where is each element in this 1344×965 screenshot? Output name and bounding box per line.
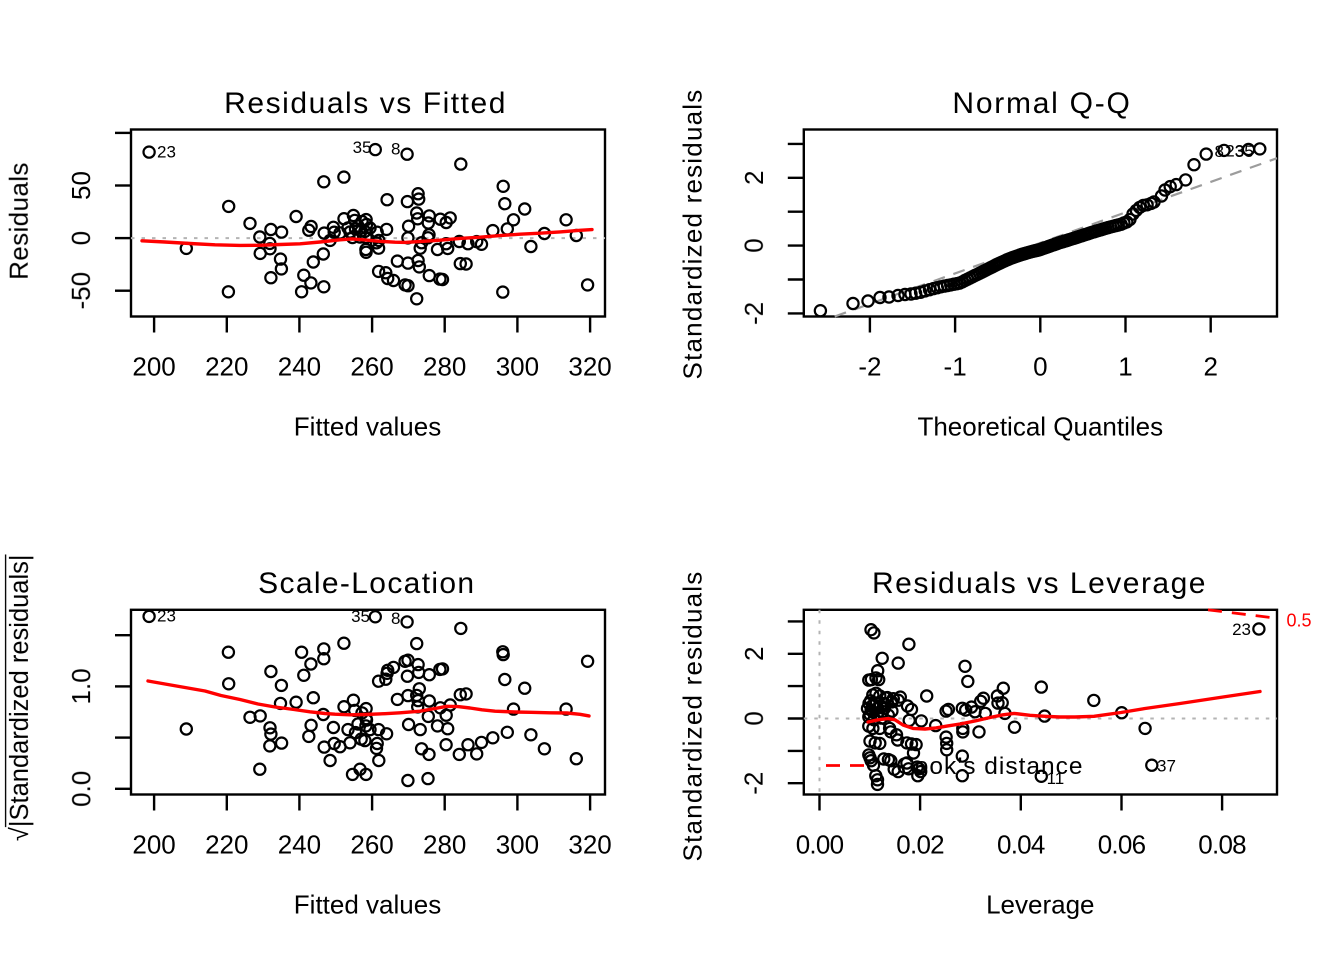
svg-text:Theoretical Quantiles: Theoretical Quantiles [917,412,1163,442]
svg-text:300: 300 [496,351,539,381]
svg-text:Normal Q-Q: Normal Q-Q [952,87,1131,120]
svg-text:8: 8 [1215,142,1224,161]
svg-text:8: 8 [391,609,400,628]
svg-text:50: 50 [66,171,96,200]
svg-text:23: 23 [1225,142,1244,161]
svg-text:Fitted values: Fitted values [294,412,441,442]
svg-text:23: 23 [1232,620,1251,639]
svg-text:320: 320 [568,351,611,381]
svg-text:1: 1 [1118,351,1132,381]
svg-text:Standardized residuals: Standardized residuals [678,571,708,862]
svg-text:Standardized residuals: Standardized residuals [678,89,708,380]
svg-text:240: 240 [278,830,321,860]
svg-text:220: 220 [205,830,248,860]
svg-text:0: 0 [739,238,769,252]
svg-text:35: 35 [1235,142,1254,161]
svg-text:√|Standardized residuals|: √|Standardized residuals| [6,554,34,841]
svg-text:-2: -2 [739,772,769,795]
svg-text:260: 260 [350,830,393,860]
svg-text:37: 37 [1157,757,1176,776]
svg-text:0.06: 0.06 [1098,830,1146,860]
svg-text:35: 35 [351,607,370,626]
svg-text:0.02: 0.02 [896,830,944,860]
svg-text:260: 260 [350,351,393,381]
svg-text:-2: -2 [739,302,769,325]
svg-text:Cook’s distance: Cook’s distance [896,753,1084,780]
svg-text:0: 0 [66,231,96,245]
svg-text:Residuals vs Fitted: Residuals vs Fitted [224,87,507,120]
svg-text:280: 280 [423,830,466,860]
svg-text:0.00: 0.00 [796,830,844,860]
svg-text:-2: -2 [858,351,881,381]
svg-text:220: 220 [205,351,248,381]
svg-text:280: 280 [423,351,466,381]
svg-text:0.04: 0.04 [997,830,1045,860]
svg-text:-1: -1 [944,351,967,381]
svg-text:1.0: 1.0 [66,668,96,704]
svg-text:Residuals: Residuals [4,162,34,280]
svg-text:8: 8 [391,140,400,159]
svg-text:0: 0 [1033,351,1047,381]
svg-text:0: 0 [739,711,769,725]
svg-text:23: 23 [157,143,176,162]
svg-text:2: 2 [739,171,769,185]
svg-text:Fitted values: Fitted values [294,890,441,920]
svg-text:0.08: 0.08 [1198,830,1246,860]
svg-text:0.5: 0.5 [1286,611,1311,631]
svg-text:2: 2 [739,647,769,661]
svg-text:200: 200 [132,830,175,860]
svg-text:-50: -50 [66,272,96,310]
svg-text:35: 35 [353,138,372,157]
svg-text:Scale-Location: Scale-Location [258,567,475,600]
svg-text:11: 11 [1047,769,1065,788]
svg-text:2: 2 [1203,351,1217,381]
svg-text:320: 320 [568,830,611,860]
svg-text:23: 23 [157,607,176,626]
svg-text:0.0: 0.0 [66,771,96,807]
svg-text:240: 240 [278,351,321,381]
svg-text:Residuals vs Leverage: Residuals vs Leverage [872,567,1207,600]
svg-text:Leverage: Leverage [986,890,1094,920]
svg-text:200: 200 [132,351,175,381]
svg-text:300: 300 [496,830,539,860]
